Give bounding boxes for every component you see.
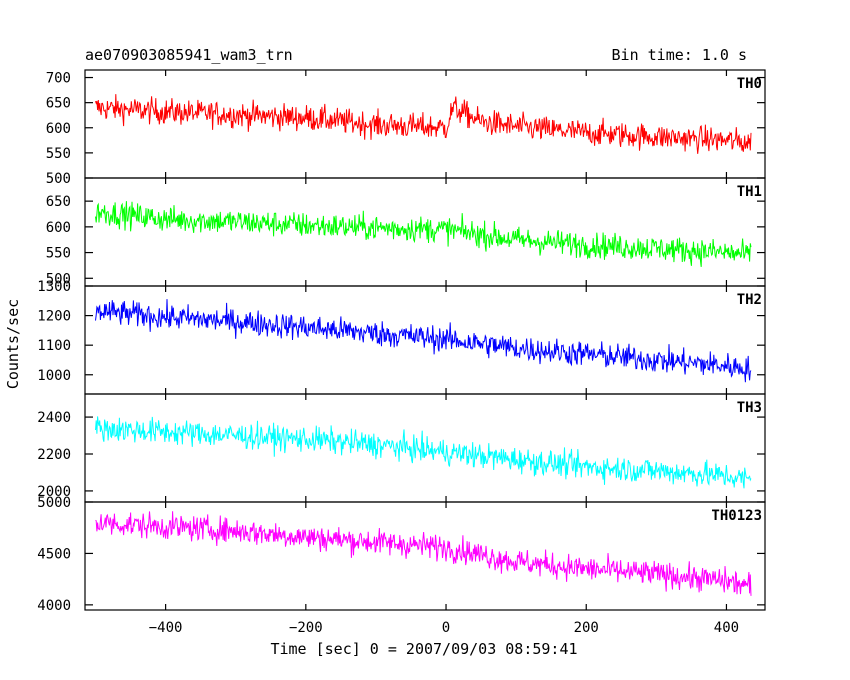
panel-frame — [84, 501, 766, 611]
series-line-th0123 — [95, 511, 752, 596]
x-tick-label: 400 — [714, 620, 739, 636]
y-tick-label: 500 — [46, 271, 71, 287]
y-tick-label: 2200 — [37, 447, 71, 463]
panel-th0123: 4000 4500 5000 TH0123 — [37, 495, 766, 614]
y-tick-label: 1200 — [37, 309, 71, 325]
y-tick-label: 4500 — [37, 546, 71, 562]
chart-subtitle: Bin time: 1.0 s — [612, 46, 747, 64]
y-tick-label: 550 — [46, 246, 71, 262]
panel-frame — [84, 69, 766, 179]
y-tick-label: 5000 — [37, 495, 71, 511]
x-axis: −400 −200 0 200 400 — [149, 620, 739, 636]
y-tick-label: 550 — [46, 146, 71, 162]
series-line-th1 — [95, 201, 752, 267]
panel-th2: 1000 1100 1200 1300 TH2 — [37, 279, 766, 395]
x-axis-label: Time [sec] 0 = 2007/09/03 08:59:41 — [270, 640, 577, 658]
x-tick-label: −400 — [149, 620, 183, 636]
panel-th1: 500 550 600 650 TH1 — [46, 177, 766, 287]
y-tick-label: 650 — [46, 96, 71, 112]
panel-label: TH2 — [737, 292, 762, 308]
x-tick-label: 200 — [574, 620, 599, 636]
y-tick-label: 1000 — [37, 368, 71, 384]
y-tick-label: 1300 — [37, 279, 71, 295]
y-axis-label: Counts/sec — [4, 299, 22, 389]
y-tick-label: 600 — [46, 121, 71, 137]
series-line-th2 — [95, 299, 752, 383]
series-line-th3 — [95, 416, 752, 489]
y-tick-label: 650 — [46, 194, 71, 210]
panel-frame — [84, 393, 766, 503]
panels-layer: 500 550 600 650 700 TH0 500 550 600 650 TH1 1000 110… — [37, 69, 766, 614]
x-tick-label: −200 — [289, 620, 323, 636]
y-tick-label: 2000 — [37, 484, 71, 500]
chart-title: ae070903085941_wam3_trn — [85, 46, 293, 64]
panel-frame — [84, 177, 766, 287]
panel-th0: 500 550 600 650 700 TH0 — [46, 69, 766, 187]
x-tick-label: 0 — [442, 620, 450, 636]
y-tick-label: 4000 — [37, 598, 71, 614]
y-tick-label: 2400 — [37, 410, 71, 426]
y-tick-label: 1100 — [37, 338, 71, 354]
y-tick-label: 700 — [46, 71, 71, 87]
y-tick-label: 500 — [46, 171, 71, 187]
y-tick-label: 600 — [46, 220, 71, 236]
panel-th3: 2000 2200 2400 TH3 — [37, 393, 766, 503]
panel-label: TH1 — [737, 184, 762, 200]
panel-label: TH0 — [737, 76, 762, 92]
panel-label: TH0123 — [711, 508, 762, 524]
series-line-th0 — [95, 94, 752, 154]
panel-label: TH3 — [737, 400, 762, 416]
